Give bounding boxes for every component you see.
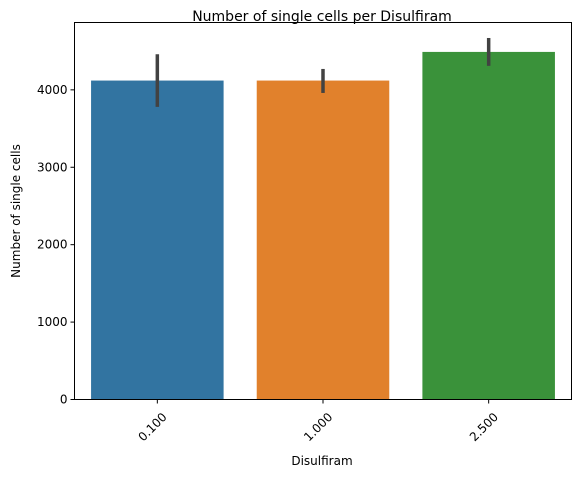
x-tick-label: 0.100 <box>135 410 169 444</box>
chart-title: Number of single cells per Disulfiram <box>192 9 452 25</box>
y-axis-ticks: 0 1000 2000 3000 4000 <box>37 83 75 407</box>
y-tick-label: 3000 <box>37 160 68 174</box>
error-bars-group <box>155 37 491 107</box>
bar-1.000 <box>256 80 390 400</box>
bar-2.500 <box>422 51 555 400</box>
x-tick-label: 2.500 <box>467 410 501 444</box>
y-tick-label: 0 <box>60 393 68 407</box>
y-tick-label: 1000 <box>37 315 68 329</box>
y-tick-label: 4000 <box>37 83 68 97</box>
x-axis-label: Disulfiram <box>291 454 352 468</box>
y-axis-label: Number of single cells <box>9 144 23 278</box>
x-tick-label: 1.000 <box>301 410 335 444</box>
y-tick-label: 2000 <box>37 238 68 252</box>
bars-group <box>91 51 555 400</box>
x-axis-ticks: 0.100 1.000 2.500 <box>135 399 501 444</box>
bar-0.100 <box>91 80 224 400</box>
